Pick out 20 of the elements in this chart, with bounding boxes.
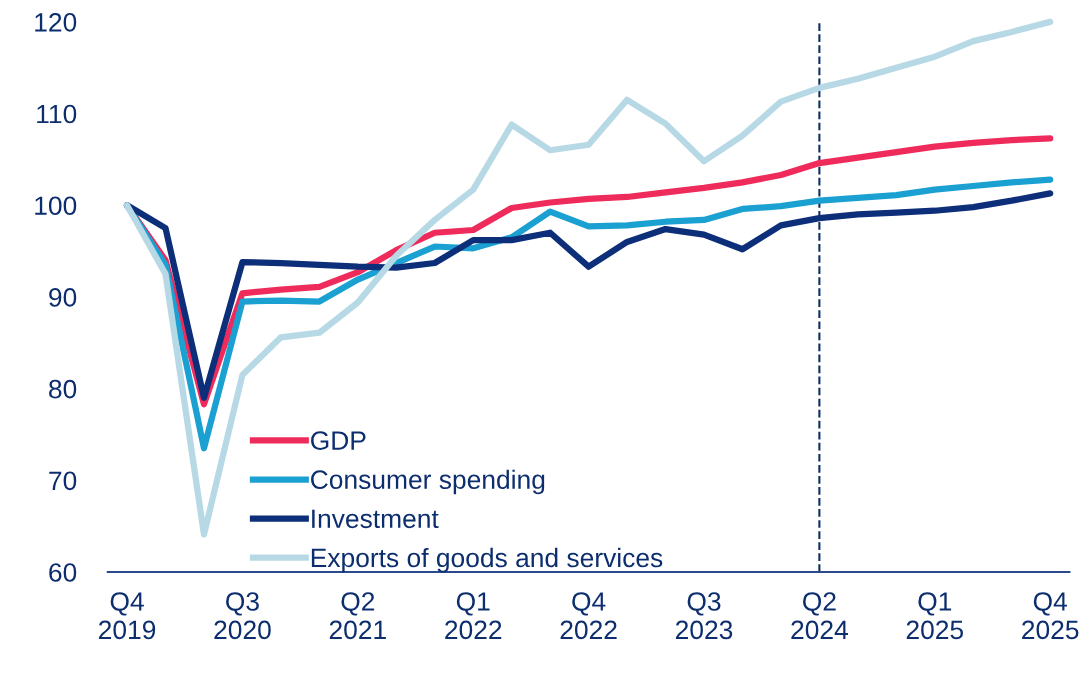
x-tick-label: Q3 2023 xyxy=(675,592,733,640)
x-tick-label: Q4 2022 xyxy=(560,592,617,640)
x-tick-label: Q1 2022 xyxy=(445,592,502,640)
legend-label: Consumer spending xyxy=(311,469,545,495)
legend-label: Investment xyxy=(312,509,439,529)
legend-label: Exports of goods and services xyxy=(311,547,663,573)
y-tick-label: 90 xyxy=(49,288,77,307)
x-tick-label: Q2 2024 xyxy=(791,592,848,640)
x-tick-label: Q4 2025 xyxy=(1022,592,1079,640)
x-tick-label: Q3 2020 xyxy=(214,592,271,640)
y-tick-label: 120 xyxy=(35,12,77,32)
legend-label: GDP xyxy=(311,431,366,450)
y-tick-label: 110 xyxy=(37,104,77,124)
x-tick-label: Q4 2019 xyxy=(99,592,156,640)
x-tick-label: Q2 2021 xyxy=(329,592,386,640)
y-tick-label: 100 xyxy=(35,196,77,216)
y-tick-label: 80 xyxy=(49,379,77,399)
y-tick-label: 70 xyxy=(49,471,77,491)
y-tick-label: 60 xyxy=(49,563,77,582)
x-tick-label: Q1 2025 xyxy=(906,592,964,640)
